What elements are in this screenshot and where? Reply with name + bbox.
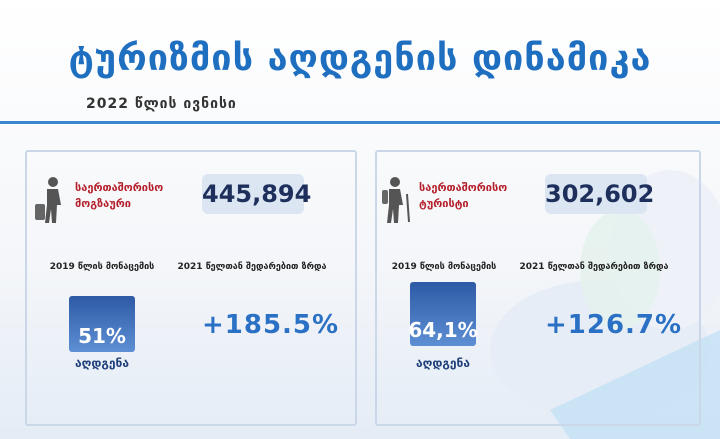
caption: 2021 წელთან შედარებით ზრდა	[177, 262, 327, 272]
caption: 2021 წელთან შედარებით ზრდა	[519, 262, 669, 272]
panel: საერთაშორისო მოგზაური 445,894 2019 წლის …	[25, 150, 357, 426]
recovery-label: აღდგენა	[74, 356, 130, 370]
traveler-icon	[35, 177, 61, 223]
caption: 2019 წლის მონაცემის	[391, 262, 497, 272]
count: 445,894	[202, 174, 311, 214]
caption: 2019 წლის მონაცემის	[49, 262, 155, 272]
recovery-value: 64,1%	[408, 282, 478, 346]
title: ტურიზმის აღდგენის დინამიკა	[68, 38, 652, 79]
label: საერთაშორისო ტურისტი	[419, 181, 508, 210]
panel: საერთაშორისო ტურისტი 302,602 2019 წლის მ…	[375, 150, 701, 426]
count: 302,602	[545, 174, 654, 214]
divider	[0, 121, 720, 124]
tourist-icon	[382, 177, 410, 223]
recovery-value: 51%	[69, 296, 135, 352]
label: საერთაშორისო მოგზაური	[75, 181, 164, 210]
recovery-label: აღდგენა	[415, 356, 471, 370]
growth-value: +185.5%	[202, 310, 340, 340]
growth-value: +126.7%	[545, 310, 683, 340]
subtitle: 2022 წლის ივნისი	[86, 96, 237, 112]
